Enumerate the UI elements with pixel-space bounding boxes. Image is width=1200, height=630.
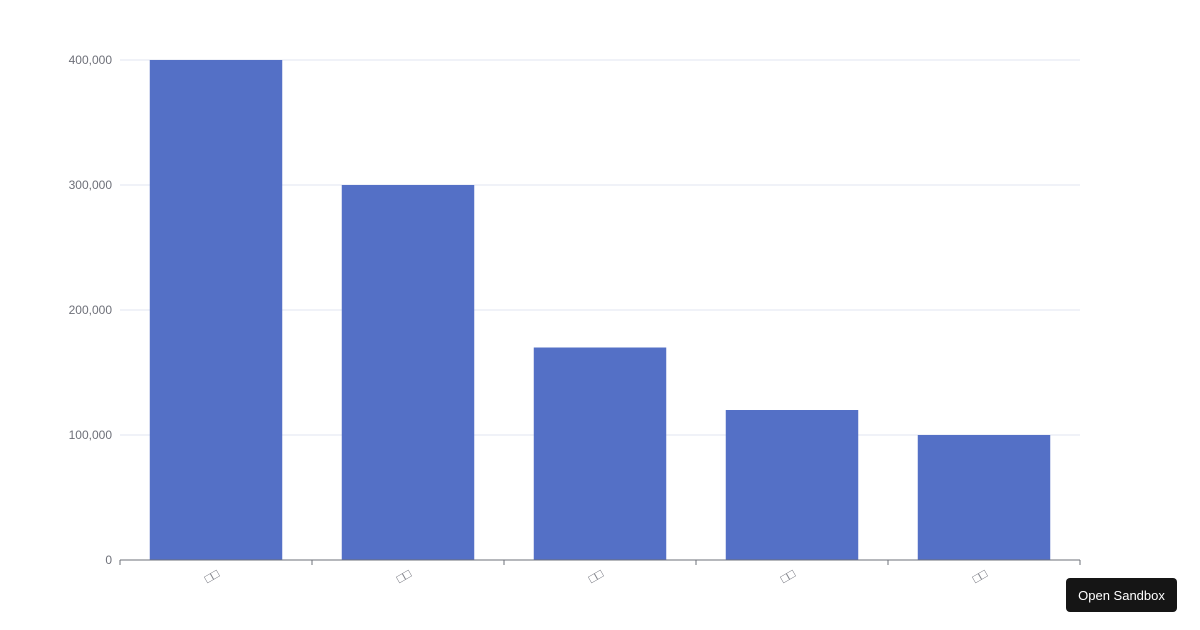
y-tick-label: 0 [105,553,112,567]
y-tick-label: 300,000 [69,178,113,192]
bar [533,347,667,560]
x-tick-label: □□ [586,566,606,585]
open-sandbox-button[interactable]: Open Sandbox [1066,578,1177,612]
y-tick-label: 200,000 [69,303,113,317]
y-tick-label: 400,000 [69,53,113,67]
bar [341,185,475,560]
bar [725,410,859,560]
y-tick-label: 100,000 [69,428,113,442]
x-tick-label: □□ [394,566,414,585]
bar [149,60,283,560]
x-tick-label: □□ [778,566,798,585]
x-tick-label: □□ [970,566,990,585]
bar [917,435,1051,560]
x-tick-label: □□ [202,566,222,585]
